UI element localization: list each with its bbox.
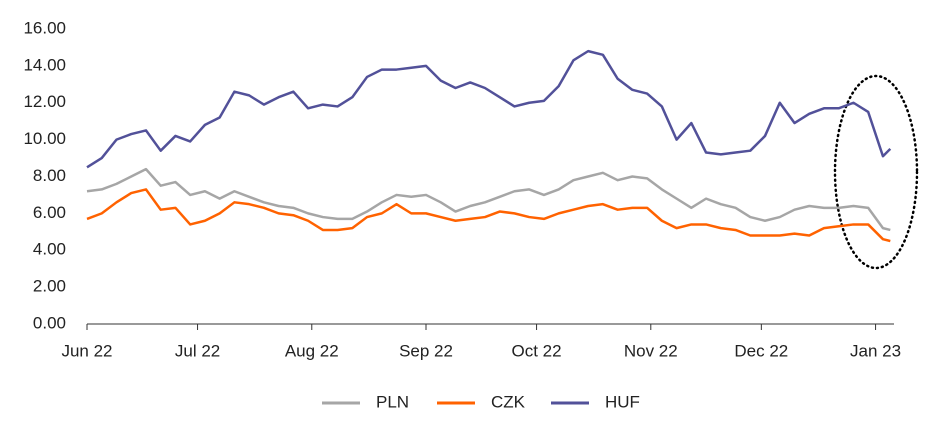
x-tick-label: Nov 22: [624, 341, 678, 360]
y-tick-label: 4.00: [33, 240, 66, 259]
x-tick-label: Dec 22: [734, 341, 788, 360]
y-tick-label: 16.00: [23, 18, 66, 37]
legend-label: CZK: [491, 392, 526, 411]
x-tick-label: Jun 22: [61, 341, 112, 360]
x-tick-label: Aug 22: [285, 341, 339, 360]
x-tick-label: Oct 22: [512, 341, 562, 360]
y-tick-label: 8.00: [33, 166, 66, 185]
x-tick-label: Jul 22: [175, 341, 220, 360]
legend-label: PLN: [376, 392, 409, 411]
series-line: [86, 167, 891, 232]
y-tick-label: 12.00: [23, 92, 66, 111]
x-tick-label: Jan 23: [850, 341, 901, 360]
y-tick-label: 6.00: [33, 203, 66, 222]
x-tick-label: Sep 22: [399, 341, 453, 360]
series-line: [86, 49, 892, 169]
y-tick-label: 0.00: [33, 313, 66, 332]
y-tick-label: 2.00: [33, 277, 66, 296]
highlight-ellipse: [833, 74, 919, 270]
y-tick-label: 10.00: [23, 129, 66, 148]
legend-label: HUF: [605, 392, 640, 411]
y-tick-label: 14.00: [23, 55, 66, 74]
series-line: [86, 188, 891, 243]
